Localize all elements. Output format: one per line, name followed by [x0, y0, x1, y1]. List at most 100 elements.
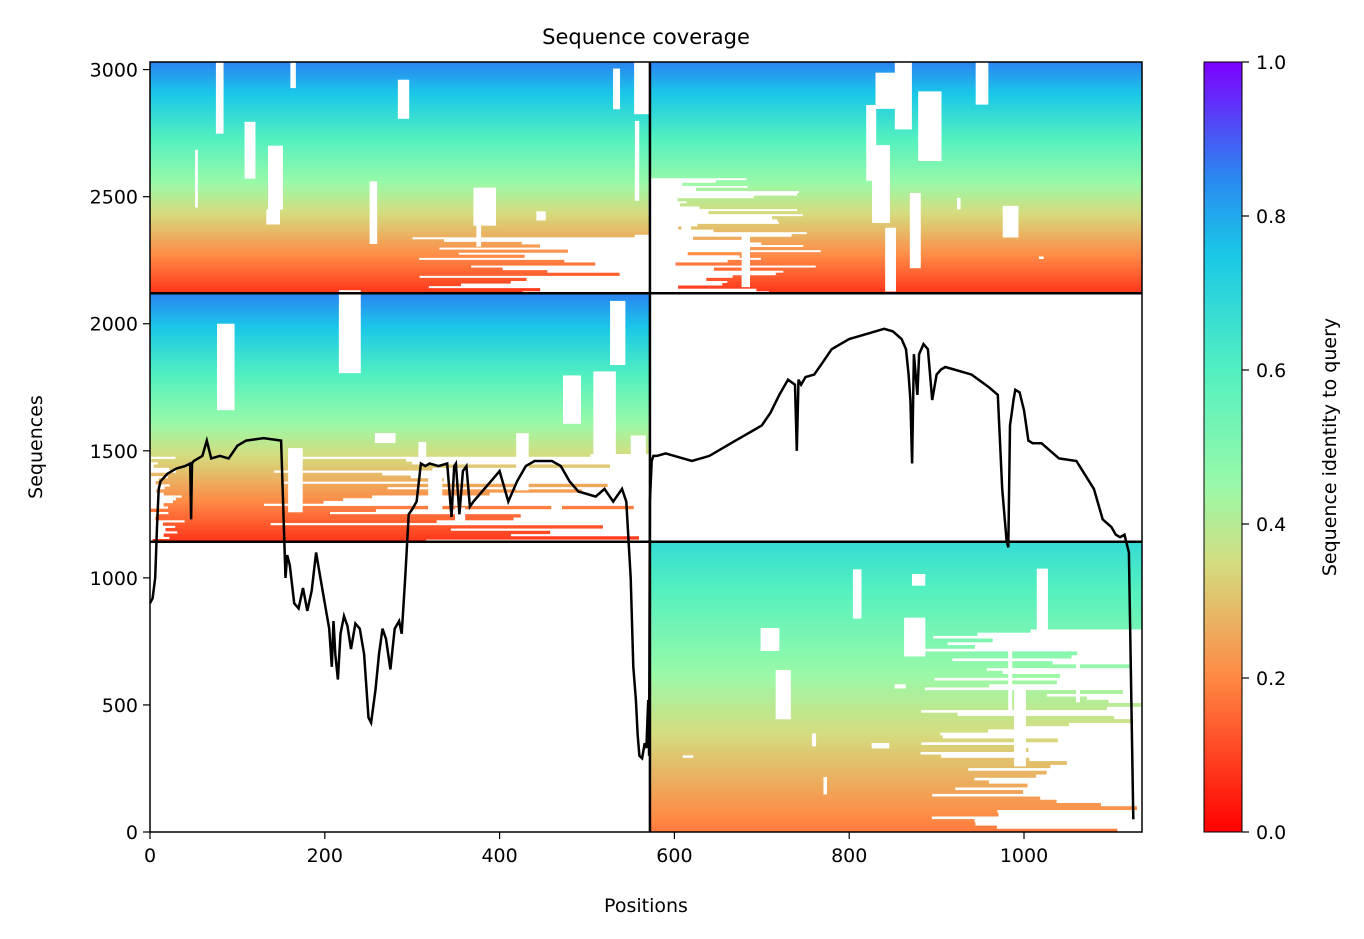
- heatmap-row: [649, 786, 956, 791]
- heatmap-row: [167, 505, 634, 510]
- y-tick-label: 2500: [90, 187, 138, 209]
- heatmap-row: [682, 182, 1142, 186]
- heatmap-row: [649, 154, 1142, 158]
- heatmap-gap: [195, 149, 198, 208]
- heatmap-row: [649, 699, 1109, 704]
- heatmap-gap: [634, 120, 640, 201]
- heatmap-row: [803, 244, 1142, 248]
- heatmap-row: [181, 494, 373, 499]
- heatmap-gap: [217, 323, 235, 411]
- heatmap-row: [649, 777, 975, 782]
- heatmap-row: [163, 503, 265, 507]
- heatmap-row: [649, 548, 1142, 553]
- heatmap-row: [150, 144, 650, 148]
- heatmap-row: [649, 609, 1142, 614]
- heatmap-row: [165, 527, 451, 532]
- heatmap-row: [150, 133, 650, 138]
- heatmap-gap: [1008, 634, 1013, 714]
- heatmap-row: [761, 257, 1142, 261]
- heatmap-row: [150, 151, 650, 156]
- heatmap-row: [151, 458, 406, 463]
- heatmap-gap: [904, 617, 926, 657]
- heatmap-row: [649, 128, 1142, 132]
- heatmap-row: [649, 825, 997, 830]
- heatmap-row: [649, 638, 993, 643]
- heatmap-row: [649, 780, 989, 785]
- heatmap-row: [150, 169, 650, 174]
- heatmap-row: [150, 389, 650, 394]
- heatmap-row: [649, 144, 1142, 148]
- heatmap-row: [150, 318, 650, 322]
- heatmap-row: [649, 754, 942, 759]
- heatmap-row: [649, 167, 1142, 171]
- heatmap-row: [150, 340, 650, 344]
- heatmap-row: [150, 272, 620, 276]
- y-tick-label: 500: [102, 695, 138, 717]
- heatmap-row: [150, 348, 650, 352]
- heatmap-row: [150, 226, 650, 230]
- heatmap-row: [150, 406, 650, 410]
- heatmap-row: [163, 533, 511, 537]
- heatmap-row: [649, 693, 1047, 698]
- heatmap-row: [649, 741, 922, 746]
- heatmap-gap: [1075, 657, 1081, 703]
- heatmap-row: [150, 205, 650, 210]
- heatmap-row: [706, 277, 1142, 282]
- heatmap-row: [150, 123, 650, 127]
- heatmap-row: [649, 802, 1101, 807]
- heatmap-row: [820, 249, 1142, 253]
- heatmap-gap: [1036, 568, 1048, 649]
- heatmap-row: [163, 492, 490, 496]
- heatmap-row: [150, 267, 503, 271]
- heatmap-row: [649, 773, 1037, 778]
- heatmap-row: [649, 583, 1142, 588]
- heatmap-gap: [687, 267, 709, 277]
- x-tick-label: 0: [144, 845, 156, 867]
- heatmap-gap: [852, 569, 862, 619]
- heatmap-gap: [369, 181, 378, 244]
- heatmap-row: [649, 651, 1078, 656]
- heatmap-gap: [894, 684, 906, 689]
- heatmap-row: [797, 193, 1142, 197]
- heatmap-row: [722, 282, 1142, 287]
- heatmap-row: [727, 280, 1142, 284]
- heatmap-row: [150, 309, 650, 314]
- heatmap-row: [150, 414, 650, 419]
- heatmap-row: [150, 296, 650, 300]
- heatmap-row: [649, 632, 978, 636]
- heatmap-row: [150, 439, 650, 443]
- heatmap-row: [150, 198, 650, 202]
- heatmap-row: [649, 722, 1070, 727]
- heatmap-row: [649, 564, 1142, 569]
- x-tick-label: 600: [656, 845, 692, 867]
- heatmap-gap: [909, 192, 921, 269]
- heatmap-row: [150, 195, 650, 199]
- heatmap-row: [649, 164, 1142, 168]
- heatmap-row: [150, 417, 650, 421]
- heatmap-row: [649, 574, 1142, 578]
- heatmap-row: [649, 625, 1142, 630]
- heatmap-row: [649, 728, 989, 733]
- heatmap-gap: [290, 62, 296, 89]
- heatmap-gap: [894, 62, 912, 130]
- heatmap-row: [150, 121, 650, 125]
- heatmap-row: [150, 301, 650, 305]
- heatmap-row: [150, 128, 650, 132]
- heatmap-row: [150, 447, 650, 452]
- heatmap-row: [150, 180, 650, 184]
- heatmap-row: [150, 411, 650, 416]
- heatmap-gap: [1014, 684, 1026, 767]
- heatmap-row: [150, 508, 376, 513]
- heatmap-row: [649, 172, 1142, 176]
- heatmap-row: [150, 257, 420, 261]
- heatmap-row: [713, 267, 1142, 271]
- heatmap-row: [708, 211, 1142, 215]
- heatmap-row: [649, 146, 1142, 150]
- heatmap-row: [150, 387, 650, 391]
- x-axis-label: Positions: [604, 895, 688, 917]
- heatmap-row: [150, 331, 650, 336]
- heatmap-row: [150, 359, 650, 363]
- heatmap-row: [150, 164, 650, 168]
- heatmap-gap: [866, 105, 877, 181]
